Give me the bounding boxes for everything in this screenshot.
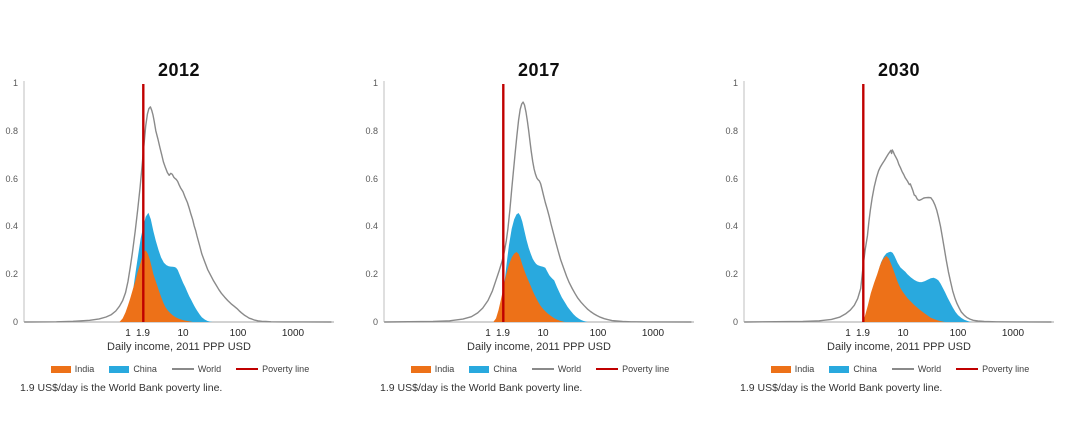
x-axis-title: Daily income, 2011 PPP USD [827, 341, 971, 353]
legend-item-poverty-line: Poverty line [236, 364, 309, 374]
world-line [24, 106, 332, 323]
legend-item-china: China [109, 364, 157, 374]
india-swatch [770, 365, 791, 373]
legend-label: India [794, 364, 815, 374]
y-tick: 0.4 [365, 221, 378, 231]
plot-canvas [743, 81, 1054, 323]
india-area [493, 252, 565, 322]
y-tick: 0.8 [725, 126, 738, 136]
china-swatch [109, 365, 130, 373]
china-swatch [829, 365, 850, 373]
y-tick: 0.6 [5, 174, 18, 184]
legend-label: Poverty line [982, 364, 1030, 374]
x-tick: 1000 [641, 328, 665, 339]
x-tick: 1000 [1001, 328, 1025, 339]
y-tick: 0.4 [5, 221, 18, 231]
y-tick: 1 [372, 78, 378, 88]
legend-item-china: China [469, 364, 517, 374]
x-tick: 1 [845, 328, 851, 339]
legend: India China World Poverty line [8, 364, 352, 374]
legend-label: Poverty line [262, 364, 310, 374]
x-axis-title: Daily income, 2011 PPP USD [107, 341, 251, 353]
x-axis-title: Daily income, 2011 PPP USD [467, 341, 611, 353]
y-tick: 0.6 [725, 174, 738, 184]
legend-label: China [853, 364, 877, 374]
x-tick: 1.9 [496, 328, 510, 339]
world-line [744, 149, 1052, 323]
plot-canvas [23, 81, 334, 323]
legend-item-world: World [531, 364, 582, 374]
legend-item-world: World [171, 364, 222, 374]
y-tick: 1 [732, 78, 738, 88]
china-swatch [469, 365, 490, 373]
x-tick: 1.9 [856, 328, 870, 339]
y-tick: 0.4 [725, 221, 738, 231]
legend: India China World Poverty line [368, 364, 712, 374]
y-tick: 0.6 [365, 174, 378, 184]
x-tick: 1 [485, 328, 491, 339]
poverty-line-swatch [596, 368, 619, 370]
chart-2012: 2012 1 0.8 0.6 0.4 0.2 0 1 1.9 10 100 10… [0, 0, 360, 426]
india-swatch [50, 365, 71, 373]
chart-title: 2030 [877, 60, 921, 80]
legend-label: World [557, 364, 582, 374]
x-tick: 1 [125, 328, 131, 339]
india-swatch [410, 365, 431, 373]
legend-label: World [917, 364, 942, 374]
y-tick: 0 [12, 317, 18, 327]
plot-canvas [383, 81, 694, 323]
x-tick: 100 [229, 328, 247, 339]
legend-item-poverty-line: Poverty line [596, 364, 669, 374]
poverty-line-swatch [236, 368, 259, 370]
x-tick: 100 [949, 328, 967, 339]
y-tick: 0 [372, 317, 378, 327]
india-area [862, 256, 945, 322]
legend-item-india: India [770, 364, 815, 374]
india-area [119, 250, 193, 322]
footnote: 1.9 US$/day is the World Bank poverty li… [380, 382, 583, 394]
poverty-line-swatch [956, 368, 979, 370]
legend-label: World [197, 364, 222, 374]
x-tick: 100 [589, 328, 607, 339]
legend-item-india: India [50, 364, 95, 374]
chart-2017: 2017 1 0.8 0.6 0.4 0.2 0 1 1.9 10 100 10… [360, 0, 720, 426]
chart-title: 2012 [157, 60, 201, 80]
x-tick: 1000 [281, 328, 305, 339]
world-swatch [531, 368, 554, 370]
y-tick: 0.2 [725, 269, 738, 279]
chart-2030: 2030 1 0.8 0.6 0.4 0.2 0 1 1.9 10 100 10… [720, 0, 1080, 426]
y-tick: 0.2 [5, 269, 18, 279]
y-tick: 1 [12, 78, 18, 88]
legend-item-world: World [891, 364, 942, 374]
legend-item-poverty-line: Poverty line [956, 364, 1029, 374]
y-tick: 0.2 [365, 269, 378, 279]
legend: India China World Poverty line [728, 364, 1072, 374]
y-tick: 0.8 [5, 126, 18, 136]
world-swatch [171, 368, 194, 370]
x-tick: 10 [177, 328, 189, 339]
legend-label: Poverty line [622, 364, 670, 374]
footnote: 1.9 US$/day is the World Bank poverty li… [20, 382, 223, 394]
x-tick: 10 [897, 328, 909, 339]
x-tick: 1.9 [136, 328, 150, 339]
legend-label: India [74, 364, 95, 374]
legend-label: China [493, 364, 517, 374]
y-tick: 0.8 [365, 126, 378, 136]
chart-title: 2017 [517, 60, 561, 80]
y-tick: 0 [732, 317, 738, 327]
legend-item-india: India [410, 364, 455, 374]
x-tick: 10 [537, 328, 549, 339]
legend-label: China [133, 364, 157, 374]
legend-label: India [434, 364, 455, 374]
footnote: 1.9 US$/day is the World Bank poverty li… [740, 382, 943, 394]
world-swatch [891, 368, 914, 370]
legend-item-china: China [829, 364, 877, 374]
